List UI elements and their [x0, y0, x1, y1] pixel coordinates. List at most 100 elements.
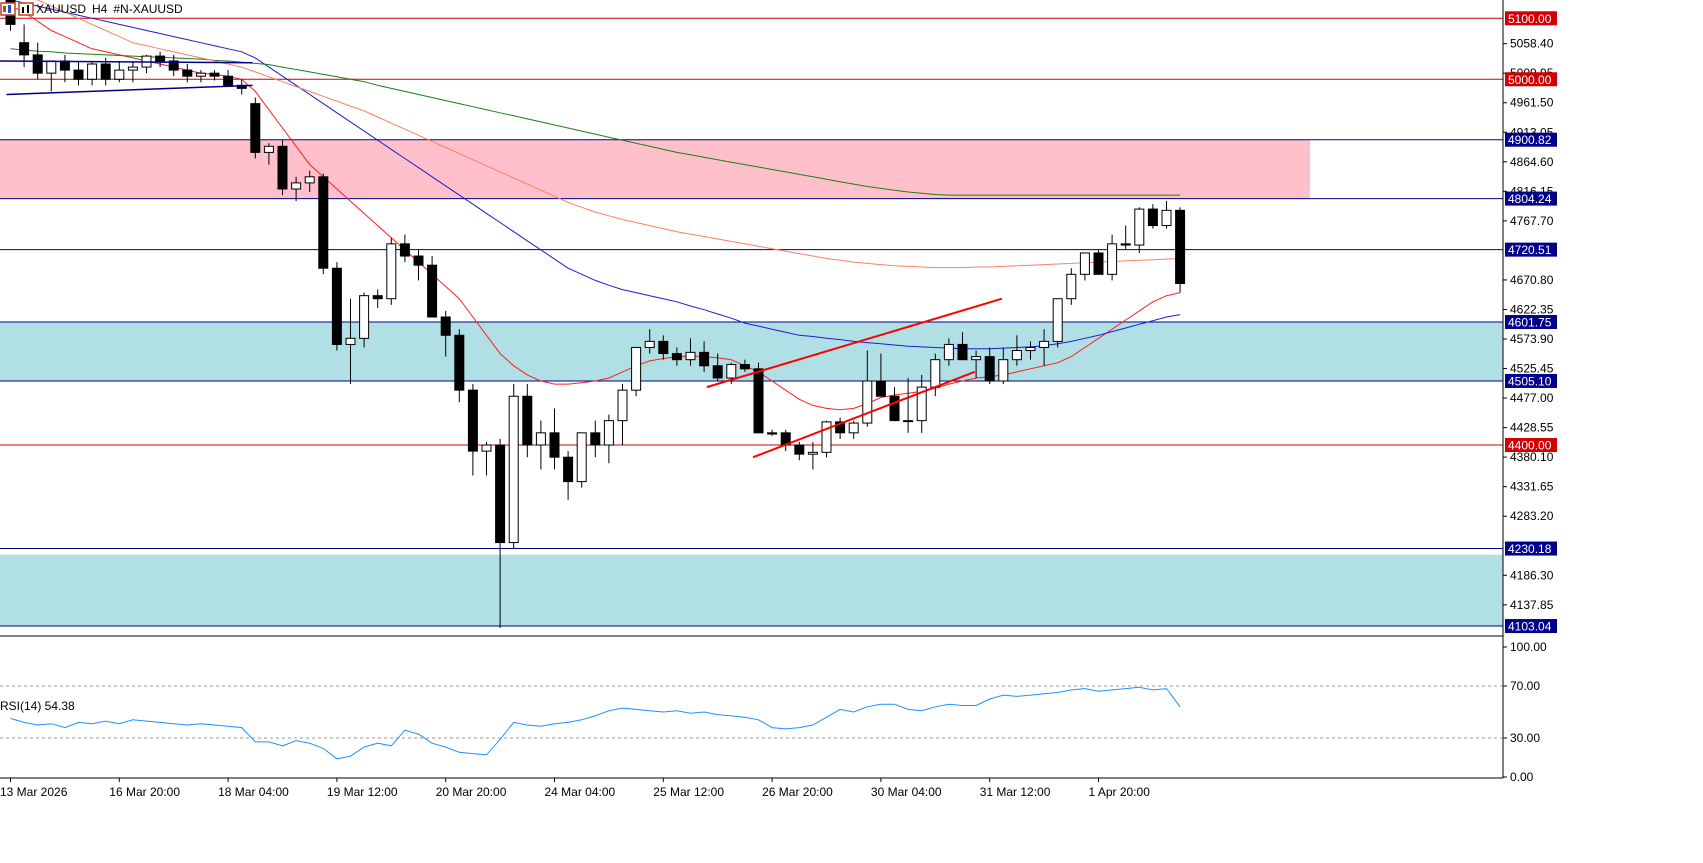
candle: [250, 97, 261, 159]
candle: [318, 173, 329, 275]
moving-average-line: [36, 0, 1181, 269]
candle-body: [182, 69, 193, 77]
candle-body: [46, 60, 57, 74]
candle-body: [277, 145, 288, 190]
candle-body: [712, 365, 723, 379]
moving-average-line: [10, 48, 1181, 196]
candle: [46, 60, 57, 92]
candle-body: [631, 346, 642, 391]
candle: [304, 170, 315, 193]
price-zone: [0, 322, 1503, 381]
level-tag-label: 5000.00: [1508, 73, 1552, 87]
price-tick-label: 4961.50: [1510, 96, 1554, 110]
candle: [1011, 335, 1022, 366]
candle: [1066, 268, 1077, 305]
candle: [1147, 204, 1158, 229]
candle: [372, 289, 383, 308]
level-tag-label: 4900.82: [1508, 133, 1552, 147]
price-pane: [0, 0, 1503, 628]
rsi-tick-label: 30.00: [1510, 731, 1540, 745]
chart-window-icon[interactable]: [0, 2, 16, 16]
candle: [1107, 234, 1118, 281]
candle-body: [495, 444, 506, 544]
candle-body: [1066, 273, 1077, 300]
candle: [345, 298, 356, 385]
candle-body: [535, 432, 546, 446]
time-tick-label: 20 Mar 20:00: [436, 785, 507, 799]
candle: [957, 332, 968, 361]
candle-body: [114, 69, 125, 80]
candle: [495, 438, 506, 628]
candle: [1079, 252, 1090, 281]
level-tag-box: [1505, 191, 1557, 206]
candle-body: [767, 432, 778, 435]
candle-body: [916, 386, 927, 422]
candle-body: [467, 389, 478, 452]
level-tag-label: 4103.04: [1508, 620, 1552, 634]
candle: [903, 377, 914, 433]
level-tag-label: 4400.00: [1508, 439, 1552, 453]
candle: [535, 420, 546, 470]
candle: [1039, 329, 1050, 366]
candle-body: [372, 295, 383, 300]
level-tag-label: 5100.00: [1508, 12, 1552, 26]
candle-body: [875, 380, 886, 397]
candle-body: [807, 451, 818, 455]
candle: [821, 420, 832, 458]
candle: [1134, 207, 1145, 253]
candle-body: [821, 421, 832, 453]
level-tag-label: 4720.51: [1508, 243, 1552, 257]
candle-body: [862, 380, 873, 424]
price-tick-label: 4573.90: [1510, 332, 1554, 346]
level-tag-box: [1505, 132, 1557, 147]
candle-body: [794, 444, 805, 455]
candle-body: [386, 243, 397, 300]
candle-body: [1120, 243, 1131, 246]
candle-body: [644, 340, 655, 348]
candle: [712, 353, 723, 382]
time-tick-label: 30 Mar 04:00: [871, 785, 942, 799]
candle: [875, 353, 886, 397]
candle-body: [998, 359, 1009, 382]
price-tick-label: 5058.40: [1510, 37, 1554, 51]
time-tick-label: 25 Mar 12:00: [653, 785, 724, 799]
moving-average-line: [10, 0, 1181, 350]
candle-body: [399, 243, 410, 257]
candle: [590, 420, 601, 458]
candle: [331, 262, 342, 351]
candle: [141, 54, 152, 74]
candle: [87, 60, 98, 86]
candle: [563, 451, 574, 500]
time-tick-label: 16 Mar 20:00: [109, 785, 180, 799]
price-tick-label: 4380.10: [1510, 450, 1554, 464]
candle-body: [250, 103, 261, 153]
candle: [889, 387, 900, 422]
candle: [1120, 225, 1131, 250]
candle: [549, 408, 560, 470]
candle: [155, 51, 166, 68]
time-tick-label: 18 Mar 04:00: [218, 785, 289, 799]
candle-body: [168, 60, 179, 71]
level-tag-box: [1505, 11, 1557, 26]
level-tag-box: [1505, 541, 1557, 556]
price-tick-label: 4428.55: [1510, 421, 1554, 435]
candle: [576, 432, 587, 488]
price-zone: [0, 554, 1503, 627]
candle: [481, 441, 492, 476]
candle-body: [576, 432, 587, 483]
candle: [943, 338, 954, 366]
candle: [807, 441, 818, 470]
candle-body: [195, 72, 206, 77]
time-tick-label: 19 Mar 12:00: [327, 785, 398, 799]
candle-body: [971, 356, 982, 361]
rsi-tick-label: 100.00: [1510, 640, 1547, 654]
trading-window-icon[interactable]: [18, 2, 34, 16]
trend-line: [0, 60, 253, 64]
level-tag-label: 4804.24: [1508, 192, 1552, 206]
level-tag-box: [1505, 373, 1557, 388]
price-tick-label: 4477.00: [1510, 391, 1554, 405]
candle-body: [318, 176, 329, 269]
candle: [427, 256, 438, 318]
candle: [617, 384, 628, 446]
